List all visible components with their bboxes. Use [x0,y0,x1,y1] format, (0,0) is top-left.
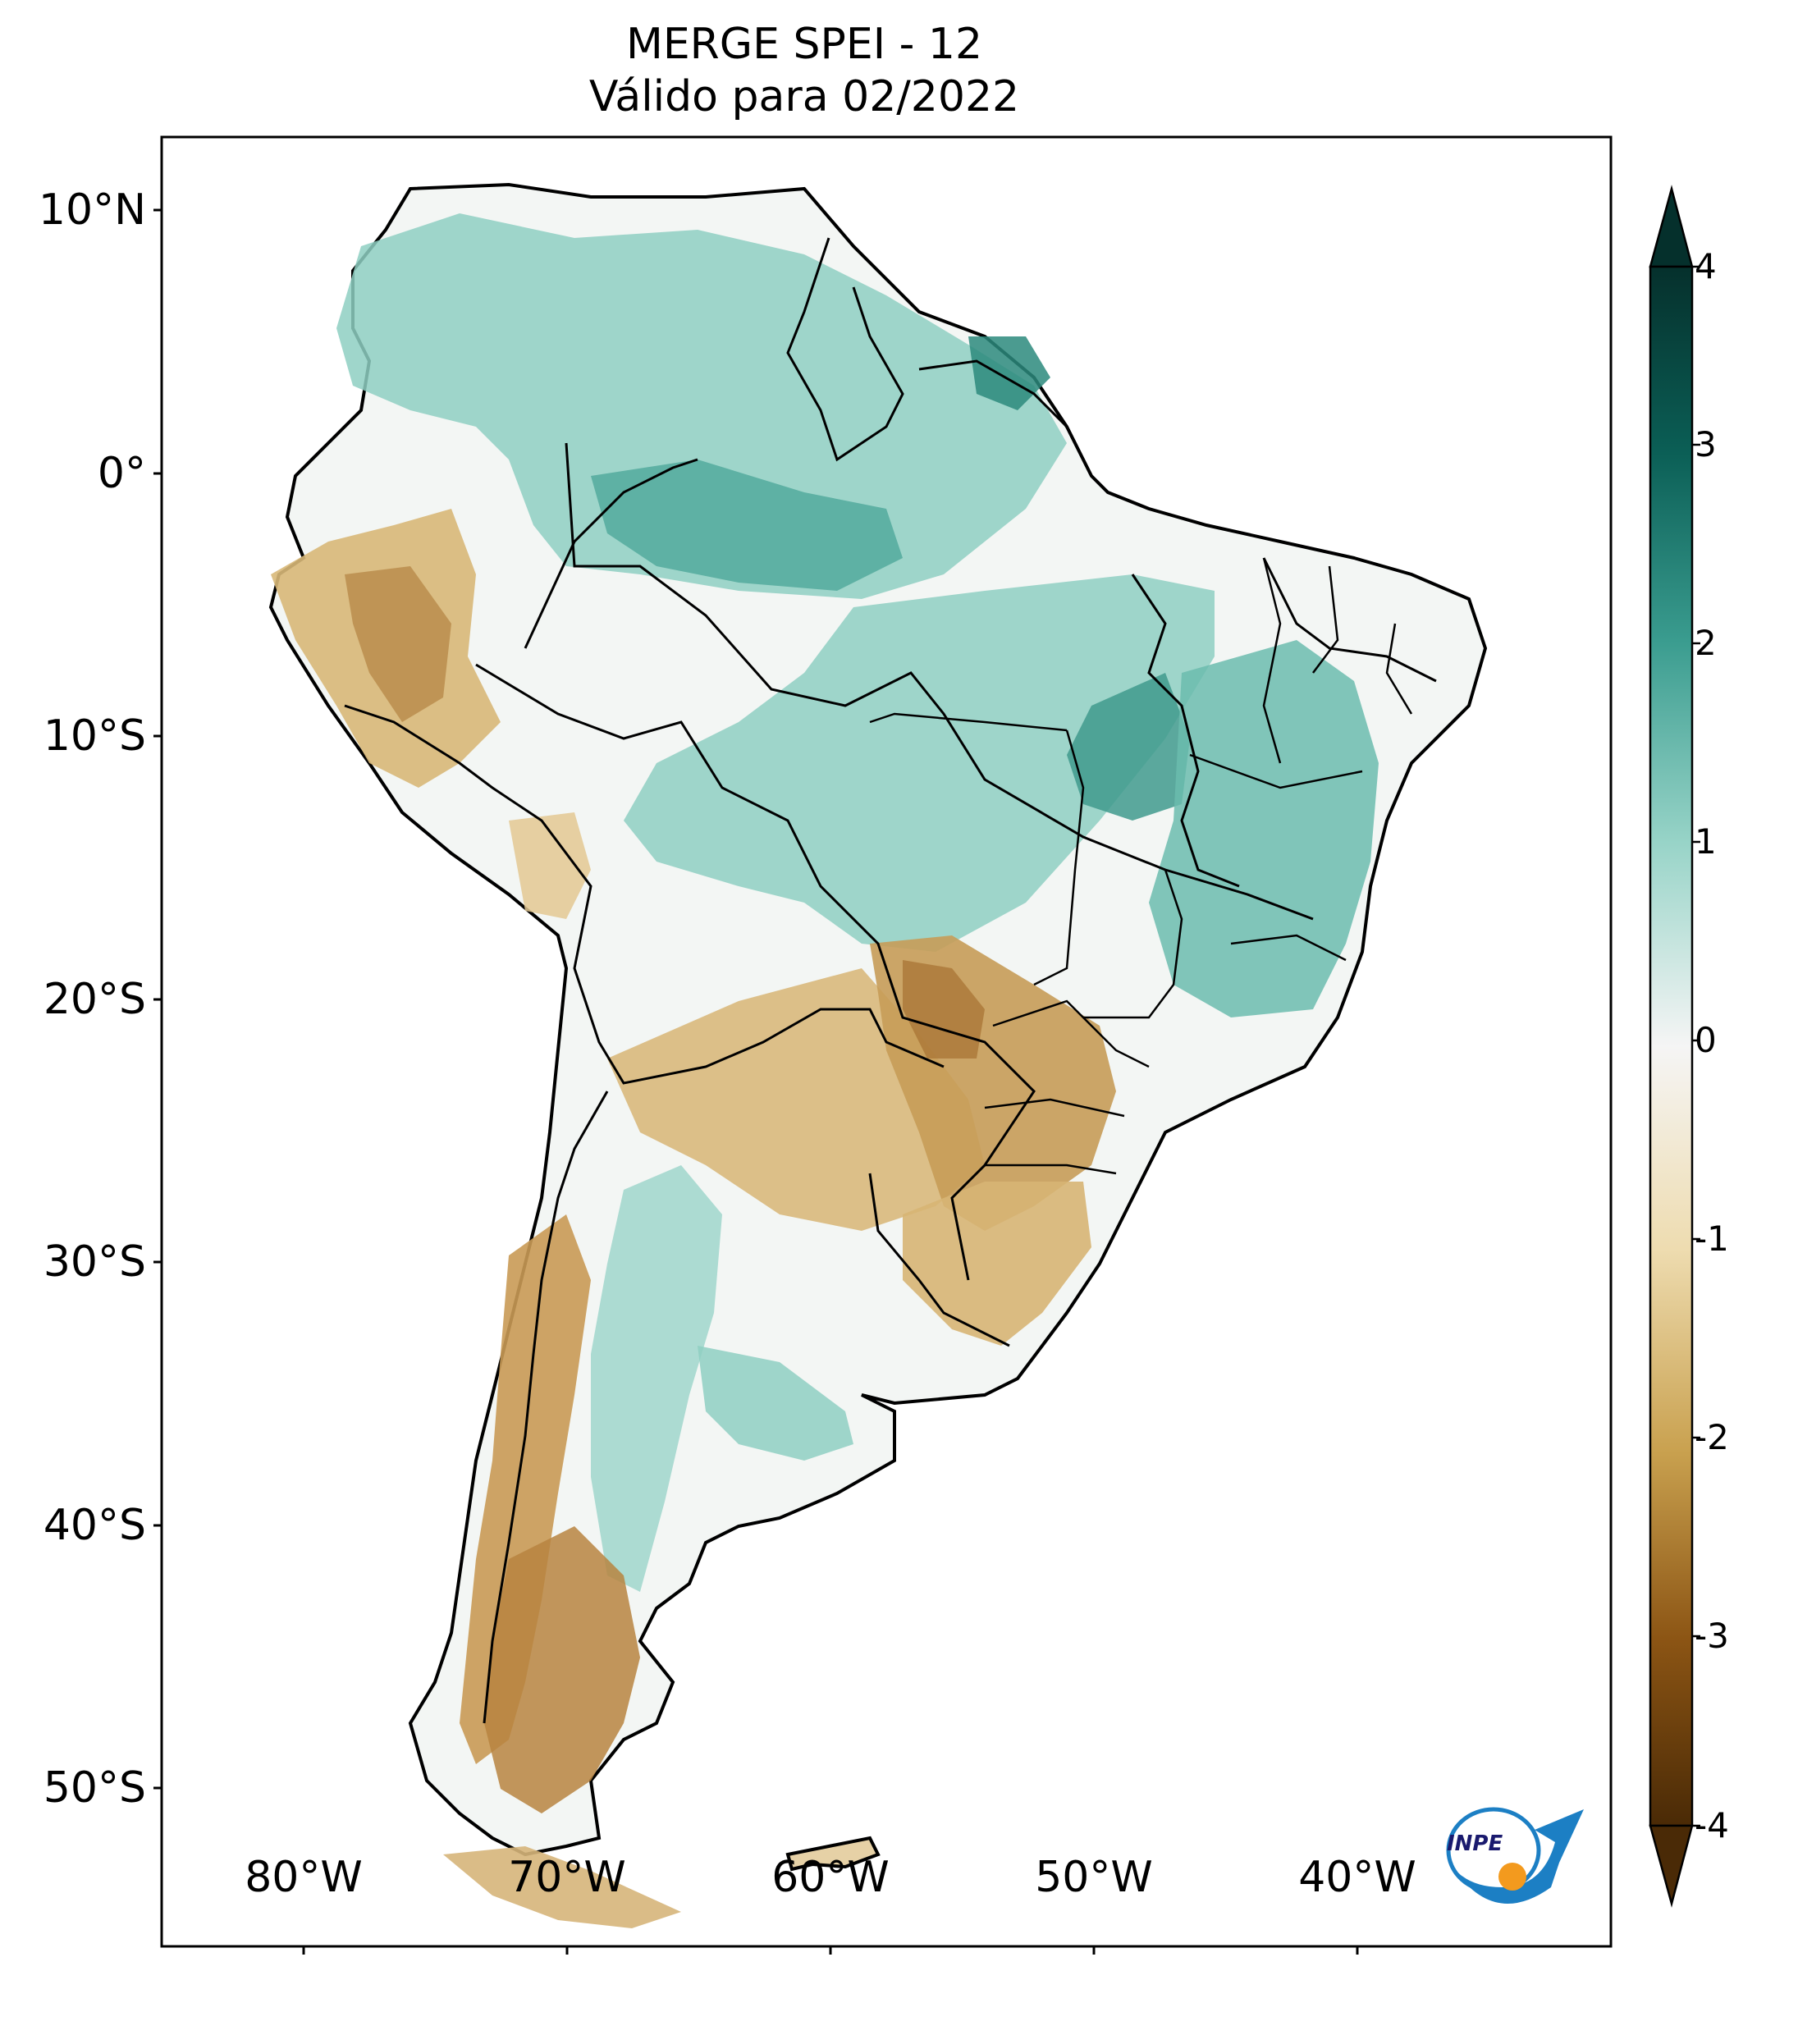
colorbar [1649,185,1700,1908]
colorbar-tick-label: -2 [1695,1417,1729,1457]
colorbar-tick-label: -4 [1695,1805,1729,1845]
y-tick-label: 50°S [43,1763,146,1813]
y-tick-label: 20°S [43,975,146,1024]
wet-region-amazon-core [591,460,903,591]
colorbar-tick-label: 1 [1695,821,1717,862]
wet-region-buenos-aires [698,1346,853,1461]
country-borders [344,237,1437,1724]
wet-region-east-brazil [1149,640,1379,1017]
x-tick-label: 50°W [1035,1853,1153,1902]
wet-region-central-brazil [624,574,1215,952]
colorbar-min-extend [1649,1824,1694,1908]
inpe-logo [1446,1807,1584,1904]
map-title: MERGE SPEI - 12 [625,20,983,69]
dry-region-bolivia-south [509,812,591,919]
wet-region-tocantins [1067,673,1190,821]
y-tick-label: 10°N [38,185,146,235]
wet-region-argentina-central [591,1165,722,1592]
falkland-islands [785,1836,881,1872]
colorbar-tick-label: 2 [1695,623,1717,663]
colorbar-ticks [1692,265,1700,1827]
dry-region-andes [460,1214,591,1764]
x-tick-label: 60°W [771,1853,890,1902]
inpe-logo-text: INPE [1447,1831,1503,1856]
colorbar-tick-label: -3 [1695,1616,1729,1656]
x-tick-label: 80°W [245,1853,363,1902]
y-tick-label: 0° [97,449,146,498]
colorbar-body [1649,265,1694,1827]
axis-ticks [153,208,1359,1955]
x-tick-label: 70°W [508,1853,626,1902]
y-tick-label: 30°S [43,1237,146,1287]
dry-region-peru-core [345,566,451,722]
colorbar-tick-label: 4 [1695,246,1717,286]
colorbar-tick-label: 0 [1695,1020,1717,1060]
colorbar-tick-label: -1 [1695,1219,1729,1259]
colorbar-tick-label: 3 [1695,424,1717,464]
state-borders [869,557,1413,1175]
dry-region-patagonia [484,1526,640,1813]
dry-region-rio-grande [903,1182,1091,1346]
dry-region-tierra-del-fuego [443,1846,681,1928]
y-tick-label: 10°S [43,711,146,761]
map-subtitle: Válido para 02/2022 [588,72,1020,121]
x-tick-label: 40°W [1298,1853,1416,1902]
y-tick-label: 40°S [43,1501,146,1550]
colorbar-max-extend [1649,185,1694,268]
dry-region-parana-core [903,960,985,1059]
wet-region-north [336,213,1067,599]
